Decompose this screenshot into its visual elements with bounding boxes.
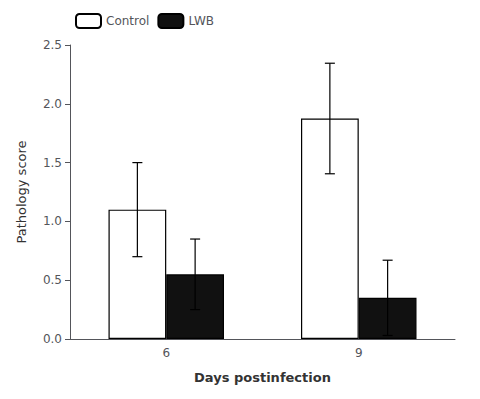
svg-text:Pathology score: Pathology score [14,140,29,243]
svg-text:Control: Control [106,14,149,28]
svg-text:6: 6 [162,346,170,360]
svg-text:0.0: 0.0 [43,332,62,346]
svg-text:LWB: LWB [188,14,214,28]
svg-text:1.0: 1.0 [43,214,62,228]
svg-text:Days postinfection: Days postinfection [194,370,331,385]
svg-text:9: 9 [355,346,363,360]
svg-text:1.5: 1.5 [43,156,62,170]
svg-text:2.0: 2.0 [43,97,62,111]
svg-text:0.5: 0.5 [43,273,62,287]
svg-text:2.5: 2.5 [43,38,62,52]
